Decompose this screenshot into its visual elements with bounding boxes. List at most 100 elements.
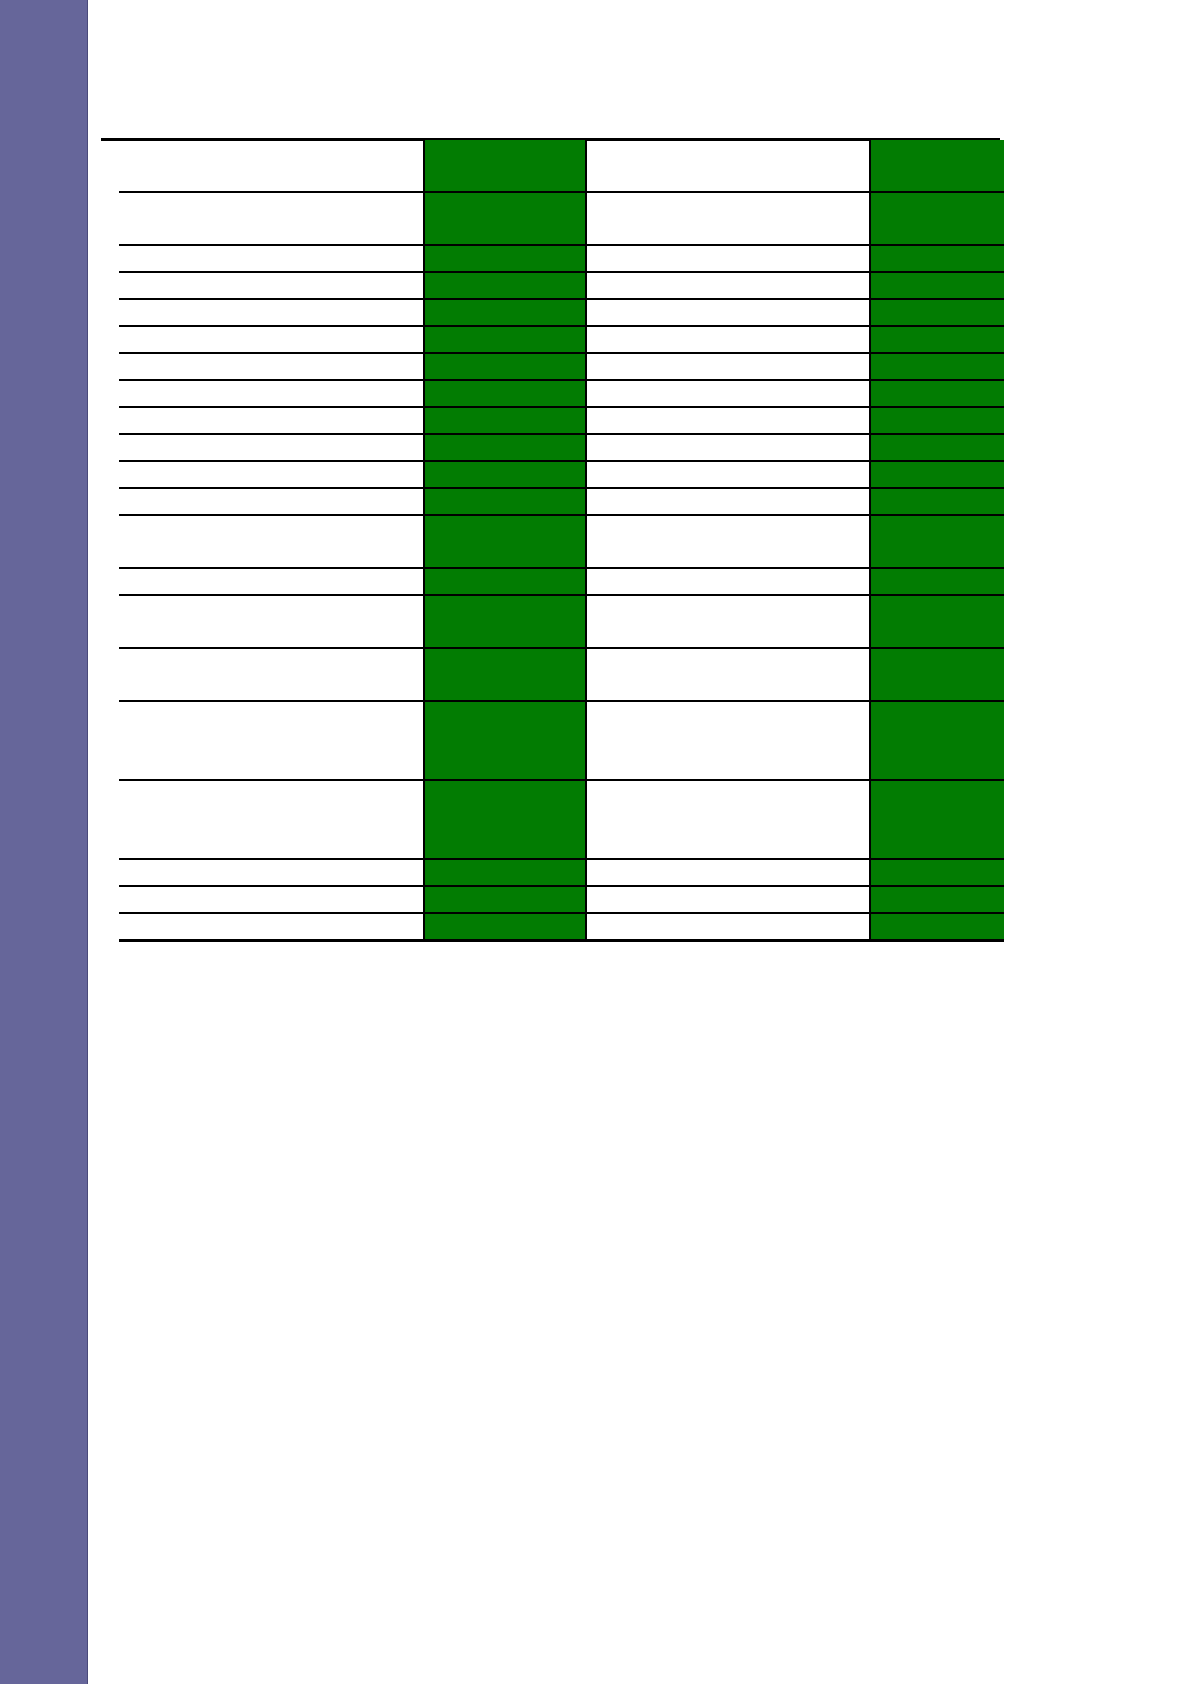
table-cell xyxy=(869,379,1004,407)
table-cell xyxy=(119,594,424,648)
table-cell xyxy=(423,460,587,488)
table-cell xyxy=(423,779,587,859)
table-row xyxy=(119,406,1004,434)
table-cell xyxy=(423,271,587,299)
table-cell xyxy=(586,594,870,648)
table-cell xyxy=(869,912,1004,942)
table-cell xyxy=(119,885,424,913)
table-row xyxy=(119,912,1004,942)
table-cell xyxy=(423,325,587,353)
table-row xyxy=(119,858,1004,886)
table-cell xyxy=(586,140,870,192)
table-cell xyxy=(586,514,870,568)
table-cell xyxy=(586,244,870,272)
table-cell xyxy=(586,352,870,380)
table-row xyxy=(119,271,1004,299)
table-cell xyxy=(119,700,424,780)
table-cell xyxy=(423,514,587,568)
table-cell xyxy=(423,647,587,701)
table-cell xyxy=(586,379,870,407)
table-cell xyxy=(423,191,587,245)
table-cell xyxy=(423,244,587,272)
table-cell xyxy=(586,912,870,942)
table-cell xyxy=(119,406,424,434)
table-cell xyxy=(423,912,587,942)
table-cell xyxy=(869,406,1004,434)
table-cell xyxy=(119,191,424,245)
table-row xyxy=(119,379,1004,407)
table-cell xyxy=(586,567,870,595)
table-cell xyxy=(586,647,870,701)
table-row xyxy=(119,460,1004,488)
table-row xyxy=(119,433,1004,461)
table-cell xyxy=(119,647,424,701)
table-cell xyxy=(869,298,1004,326)
table-row xyxy=(119,325,1004,353)
sidebar-band xyxy=(0,0,88,1684)
table-cell xyxy=(586,700,870,780)
table-cell xyxy=(423,406,587,434)
table-cell xyxy=(119,298,424,326)
table-cell xyxy=(119,779,424,859)
table-cell xyxy=(869,271,1004,299)
table-row xyxy=(119,487,1004,515)
table-cell xyxy=(119,271,424,299)
table-cell xyxy=(869,191,1004,245)
table-cell xyxy=(869,700,1004,780)
table-cell xyxy=(869,352,1004,380)
table-cell xyxy=(586,487,870,515)
table-cell xyxy=(586,460,870,488)
table-cell xyxy=(586,779,870,859)
table-cell xyxy=(119,514,424,568)
table-cell xyxy=(119,140,424,192)
table-row xyxy=(119,244,1004,272)
table-cell xyxy=(869,885,1004,913)
table-row xyxy=(119,140,1004,192)
table-cell xyxy=(119,567,424,595)
table-cell xyxy=(869,140,1004,192)
table-cell xyxy=(423,858,587,886)
table-row xyxy=(119,191,1004,245)
table-cell xyxy=(869,567,1004,595)
table-cell xyxy=(423,700,587,780)
table-cell xyxy=(119,379,424,407)
table-cell xyxy=(423,594,587,648)
table-cell xyxy=(586,191,870,245)
table-cell xyxy=(119,244,424,272)
table-cell xyxy=(869,244,1004,272)
table-cell xyxy=(586,433,870,461)
table-cell xyxy=(423,352,587,380)
table-cell xyxy=(119,858,424,886)
table-row xyxy=(119,647,1004,701)
table-row xyxy=(119,779,1004,859)
table-cell xyxy=(423,379,587,407)
table-cell xyxy=(423,567,587,595)
table-cell xyxy=(586,858,870,886)
table-cell xyxy=(586,271,870,299)
table-cell xyxy=(119,487,424,515)
table-cell xyxy=(869,594,1004,648)
table-row xyxy=(119,700,1004,780)
table-row xyxy=(119,352,1004,380)
table-cell xyxy=(869,858,1004,886)
table-cell xyxy=(586,325,870,353)
table-cell xyxy=(869,433,1004,461)
table-cell xyxy=(423,885,587,913)
table-cell xyxy=(119,325,424,353)
table-cell xyxy=(119,352,424,380)
table-cell xyxy=(586,298,870,326)
table-cell xyxy=(586,885,870,913)
table-row xyxy=(119,298,1004,326)
table-cell xyxy=(423,140,587,192)
table-cell xyxy=(869,460,1004,488)
table-cell xyxy=(869,487,1004,515)
table-cell xyxy=(869,647,1004,701)
table-row xyxy=(119,567,1004,595)
table-cell xyxy=(869,514,1004,568)
table-cell xyxy=(423,433,587,461)
table-cell xyxy=(119,460,424,488)
table-row xyxy=(119,594,1004,648)
table-row xyxy=(119,885,1004,913)
data-table xyxy=(119,140,1004,942)
table-cell xyxy=(119,433,424,461)
